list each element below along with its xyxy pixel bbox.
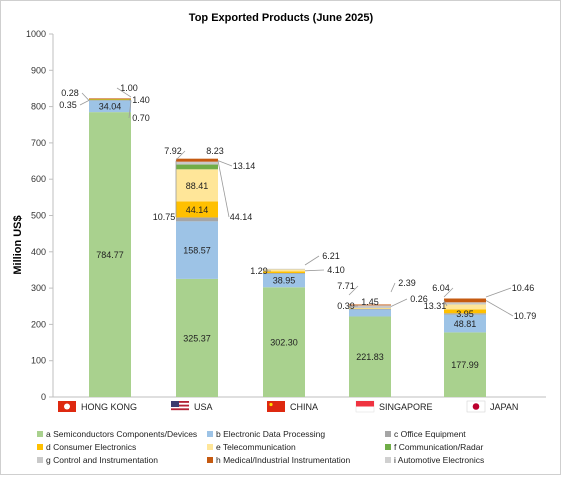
bar-data-label: 784.77 [96,250,124,260]
legend-label: h Medical/Industrial Instrumentation [216,455,350,465]
bar-data-label: 7.92 [164,146,182,156]
bar-data-label: 221.83 [356,352,384,362]
legend-label: a Semiconductors Components/Devices [46,429,197,439]
y-tick-label: 300 [31,283,46,293]
x-category-label: USA [194,402,213,412]
bar-data-label: 158.57 [183,246,211,256]
bar-data-label: 34.04 [99,101,122,111]
legend-label: g Control and Instrumentation [46,455,158,465]
bar-data-label: 2.39 [398,278,416,288]
legend-label: c Office Equipment [394,429,466,439]
legend-swatch [385,457,391,463]
legend-swatch [37,457,43,463]
bar-data-label: 10.79 [514,311,537,321]
bar-data-label: 1.40 [132,95,150,105]
x-category-label: HONG KONG [81,402,137,412]
bar-data-label: 13.14 [233,161,256,171]
bar-data-label: 48.81 [454,319,477,329]
bar-data-label: 6.04 [432,283,450,293]
legend-label: e Telecommunication [216,442,296,452]
y-tick-label: 900 [31,65,46,75]
y-tick-label: 700 [31,138,46,148]
china-flag-icon [267,401,285,412]
legend-swatch [207,457,213,463]
bar-data-label: 325.37 [183,333,211,343]
legend-swatch [385,431,391,437]
label-leader-line [218,161,232,166]
legend-swatch [385,444,391,450]
y-tick-label: 200 [31,319,46,329]
legend-swatch [207,431,213,437]
legend-swatch [37,444,43,450]
bar-data-label: 7.71 [337,281,355,291]
label-leader-line [305,270,324,271]
hong-kong-flag-icon [58,401,76,412]
bar-segment [263,272,305,273]
bar-data-label: 302.30 [270,338,298,348]
y-tick-label: 600 [31,174,46,184]
bar-data-label: 0.35 [59,100,77,110]
bar-data-label: 13.31 [424,301,447,311]
y-tick-label: 400 [31,247,46,257]
bar-data-label: 177.99 [451,360,479,370]
bar-segment [176,165,218,170]
bar-segment [263,273,305,274]
legend-swatch [37,431,43,437]
bar-data-label: 10.46 [512,283,535,293]
bar-segment [176,217,218,221]
legend-swatch [207,444,213,450]
label-leader-line [218,161,229,217]
bar-segment [444,302,486,304]
japan-flag-icon [467,401,485,412]
legend-label: f Communication/Radar [394,442,483,452]
y-tick-label: 100 [31,356,46,366]
bar-data-label: 8.23 [206,146,224,156]
usa-flag-icon [171,401,189,412]
label-leader-line [486,288,511,297]
bar-segment [349,308,391,309]
singapore-flag-icon [356,401,374,412]
label-leader-line [391,283,395,292]
label-leader-line [486,300,513,316]
bar-segment [176,159,218,162]
bar-data-label: 38.95 [273,276,296,286]
bar-data-label: 10.75 [153,212,176,222]
label-leader-line [82,93,89,100]
x-category-label: CHINA [290,402,318,412]
legend-label: b Electronic Data Processing [216,429,325,439]
x-category-label: JAPAN [490,402,518,412]
y-tick-label: 800 [31,102,46,112]
label-leader-line [391,299,407,306]
bar-data-label: 6.21 [322,251,340,261]
y-tick-label: 0 [41,392,46,402]
bar-data-label: 3.95 [456,309,474,319]
bar-segment [444,298,486,302]
y-tick-label: 500 [31,211,46,221]
chart-title: Top Exported Products (June 2025) [189,12,374,24]
bar-data-label: 1.45 [361,297,379,307]
bar-data-label: 44.14 [230,212,253,222]
y-axis-label: Million US$ [12,215,24,274]
legend-label: d Consumer Electronics [46,442,136,452]
bar-data-label: 0.70 [132,113,150,123]
bar-data-label: 44.14 [186,205,209,215]
bar-segment [263,269,305,270]
bar-segment [176,162,218,165]
legend-label: i Automotive Electronics [394,455,484,465]
label-leader-line [305,256,319,265]
bar-data-label: 4.10 [327,265,345,275]
bar-data-label: 88.41 [186,181,209,191]
x-category-label: SINGAPORE [379,402,433,412]
bar-segment [89,98,131,99]
bar-data-label: 0.28 [61,88,79,98]
y-tick-label: 1000 [26,29,46,39]
bar-segment [349,309,391,317]
label-leader-line [80,100,89,105]
